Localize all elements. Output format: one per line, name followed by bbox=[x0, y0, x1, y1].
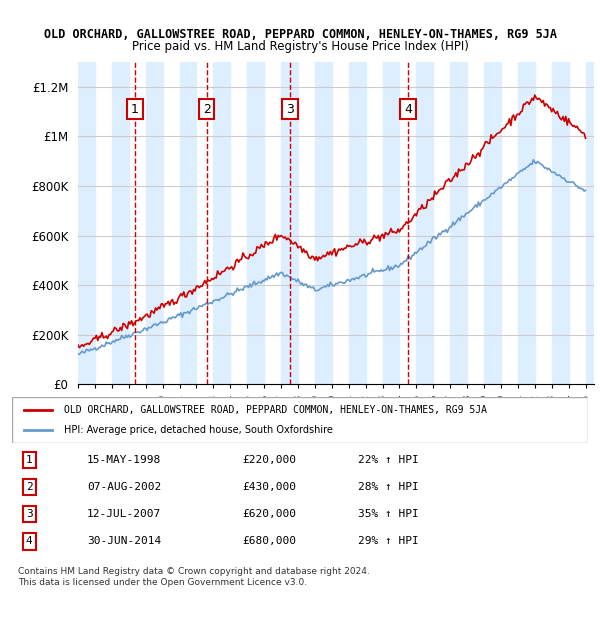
Bar bbox=[179, 62, 196, 384]
Bar bbox=[146, 62, 163, 384]
Text: 2: 2 bbox=[26, 482, 32, 492]
Text: 1: 1 bbox=[131, 103, 139, 115]
Bar bbox=[484, 62, 501, 384]
Text: £680,000: £680,000 bbox=[242, 536, 296, 546]
Text: 22% ↑ HPI: 22% ↑ HPI bbox=[358, 455, 418, 465]
Text: Price paid vs. HM Land Registry's House Price Index (HPI): Price paid vs. HM Land Registry's House … bbox=[131, 40, 469, 53]
Bar bbox=[552, 62, 569, 384]
Bar bbox=[247, 62, 264, 384]
Text: 2: 2 bbox=[203, 103, 211, 115]
Text: 1: 1 bbox=[26, 455, 32, 465]
Text: 3: 3 bbox=[26, 509, 32, 519]
Bar bbox=[586, 62, 600, 384]
Bar bbox=[416, 62, 433, 384]
Text: 12-JUL-2007: 12-JUL-2007 bbox=[87, 509, 161, 519]
Text: 29% ↑ HPI: 29% ↑ HPI bbox=[358, 536, 418, 546]
FancyBboxPatch shape bbox=[12, 397, 588, 443]
Bar bbox=[112, 62, 129, 384]
Bar bbox=[281, 62, 298, 384]
Bar bbox=[78, 62, 95, 384]
Bar bbox=[450, 62, 467, 384]
Bar bbox=[383, 62, 400, 384]
Text: HPI: Average price, detached house, South Oxfordshire: HPI: Average price, detached house, Sout… bbox=[64, 425, 333, 435]
Bar bbox=[315, 62, 332, 384]
Text: 3: 3 bbox=[286, 103, 294, 115]
Text: Contains HM Land Registry data © Crown copyright and database right 2024.
This d: Contains HM Land Registry data © Crown c… bbox=[18, 567, 370, 587]
Bar bbox=[349, 62, 365, 384]
Text: 30-JUN-2014: 30-JUN-2014 bbox=[87, 536, 161, 546]
Text: OLD ORCHARD, GALLOWSTREE ROAD, PEPPARD COMMON, HENLEY-ON-THAMES, RG9 5JA: OLD ORCHARD, GALLOWSTREE ROAD, PEPPARD C… bbox=[44, 28, 557, 41]
Text: 4: 4 bbox=[404, 103, 412, 115]
Text: OLD ORCHARD, GALLOWSTREE ROAD, PEPPARD COMMON, HENLEY-ON-THAMES, RG9 5JA: OLD ORCHARD, GALLOWSTREE ROAD, PEPPARD C… bbox=[64, 405, 487, 415]
Text: 4: 4 bbox=[26, 536, 32, 546]
Bar bbox=[214, 62, 230, 384]
Text: £620,000: £620,000 bbox=[242, 509, 296, 519]
Bar bbox=[518, 62, 535, 384]
Text: £430,000: £430,000 bbox=[242, 482, 296, 492]
Text: 35% ↑ HPI: 35% ↑ HPI bbox=[358, 509, 418, 519]
Text: 28% ↑ HPI: 28% ↑ HPI bbox=[358, 482, 418, 492]
Text: 07-AUG-2002: 07-AUG-2002 bbox=[87, 482, 161, 492]
Text: £220,000: £220,000 bbox=[242, 455, 296, 465]
Text: 15-MAY-1998: 15-MAY-1998 bbox=[87, 455, 161, 465]
